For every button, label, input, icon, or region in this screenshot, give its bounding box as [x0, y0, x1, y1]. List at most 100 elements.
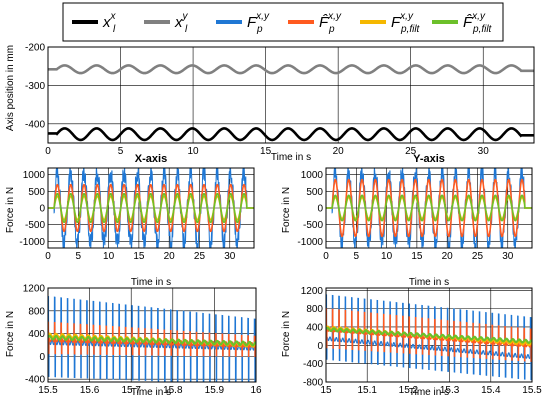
legend-label-sub-2: p: [256, 24, 263, 35]
legend-label-sub-5: p,filt: [472, 24, 493, 35]
legend-label-3: F̂x,y p: [319, 11, 342, 35]
position-frame: [47, 46, 535, 144]
legend-label-main-3: F̂: [319, 14, 329, 31]
y-zoom-ytick-3: 0: [317, 341, 323, 352]
legend-label-2: Fx,y p: [247, 11, 270, 35]
x-zoom-xtick-1: 15.6: [80, 385, 100, 396]
y-axis-ytick-2: 0: [317, 204, 323, 215]
legend-label-sub-4: p,filt: [400, 24, 421, 35]
legend-label-sub-1: l: [185, 24, 188, 35]
position-xtick-2: 10: [188, 146, 200, 157]
y-axis-xtick-0: 0: [323, 251, 329, 262]
legend-items: xx l xy l Fx,y p F̂x,y p Fx,y p,filt F̂x,y p,filt: [72, 11, 493, 35]
y-axis-ytick-1: 500: [306, 187, 323, 198]
position-xtick-0: 0: [45, 146, 51, 157]
y-axis-xtick-4: 20: [442, 251, 454, 262]
x-zoom-line-3: [48, 334, 256, 347]
y-zoom-xtick-0: 15: [320, 385, 332, 396]
x-zoom-line-1: [48, 321, 256, 357]
legend-label-sup-2: x,y: [255, 11, 270, 22]
y-axis-ytick-0: 1000: [301, 170, 324, 181]
y-axis-line-3: [326, 194, 532, 222]
y-zoom-ytick-2: 400: [306, 322, 323, 333]
x-axis-ytick-3: -500: [25, 220, 45, 231]
y-zoom-xtick-2: 15.2: [399, 385, 419, 396]
x-axis-xtick-5: 25: [194, 251, 206, 262]
position-ylabel: Axis position in mm: [5, 45, 16, 131]
position-series: [48, 64, 534, 142]
position-plot-area: [48, 47, 534, 143]
position-xtick-3: 15: [260, 146, 272, 157]
position-ytick-0: -200: [25, 43, 45, 54]
y-zoom-ytick-1: 800: [306, 304, 323, 315]
legend-label-sup-5: x,y: [471, 11, 486, 22]
y-zoom-xtick-3: 15.3: [440, 385, 460, 396]
legend-label-sup-3: x,y: [327, 11, 342, 22]
y-zoom-ytick-4: -400: [303, 359, 323, 370]
legend-label-main-0: x: [102, 14, 111, 31]
y-axis-ylabel: Force in N: [281, 187, 292, 233]
x-zoom-ylabel: Force in N: [5, 311, 16, 357]
y-zoom-line-1: [326, 308, 532, 362]
x-zoom-xtick-3: 15.8: [163, 385, 183, 396]
legend-box: [62, 2, 504, 42]
y-zoom-ytick-5: -800: [303, 378, 323, 389]
x-axis-panel: X-axis Force in N Time in s 0 5 10 15 20 25 30…: [5, 153, 255, 288]
x-zoom-series: [48, 295, 256, 382]
x-axis-xlabel: Time in s: [131, 277, 171, 288]
legend-label-main-1: x: [174, 14, 183, 31]
x-axis-title: X-axis: [135, 153, 167, 165]
legend-label-sub-3: p: [328, 24, 335, 35]
x-zoom-xtick-5: 16: [250, 385, 262, 396]
legend-label-main-5: F̂: [463, 14, 473, 31]
y-axis-xtick-6: 30: [502, 251, 514, 262]
x-axis-xtick-1: 5: [76, 251, 82, 262]
x-axis-line-3: [48, 192, 254, 224]
x-zoom-xtick-4: 15.9: [205, 385, 225, 396]
x-zoom-xtick-0: 15.5: [38, 385, 58, 396]
x-axis-xtick-3: 15: [133, 251, 145, 262]
x-zoom-frame: [47, 287, 257, 383]
y-axis-series: [326, 168, 532, 248]
x-zoom-ytick-4: -400: [25, 375, 45, 386]
legend: xx l xy l Fx,y p F̂x,y p Fx,y p,filt F̂x,y p,filt: [62, 2, 504, 42]
y-zoom-ylabel: Force in N: [281, 311, 292, 357]
x-axis-ytick-2: 0: [39, 204, 45, 215]
legend-label-sup-0: x: [110, 11, 117, 22]
position-xtick-1: 5: [118, 146, 124, 157]
y-axis-xtick-5: 25: [472, 251, 484, 262]
y-zoom-xtick-4: 15.4: [481, 385, 501, 396]
position-ytick-2: -400: [25, 119, 45, 130]
position-xtick-5: 25: [405, 146, 417, 157]
x-axis-xtick-2: 10: [103, 251, 115, 262]
x-axis-xtick-4: 20: [164, 251, 176, 262]
y-zoom-xtick-1: 15.1: [357, 385, 377, 396]
x-zoom-ytick-2: 400: [28, 329, 45, 340]
position-ytick-1: -300: [25, 81, 45, 92]
y-zoom-line-0: [326, 294, 532, 381]
y-axis-xlabel: Time in s: [409, 277, 449, 288]
y-zoom-panel: Force in N Time in s 15 15.1 15.2 15.3 15.4 1…: [281, 286, 542, 398]
position-xlabel: Time in s: [271, 152, 311, 163]
x-axis-ytick-4: -1000: [19, 237, 45, 248]
x-axis-ylabel: Force in N: [5, 187, 16, 233]
y-axis-ytick-3: -500: [303, 220, 323, 231]
legend-label-sub-0: l: [113, 24, 116, 35]
legend-label-0: xx l: [102, 11, 117, 35]
legend-label-sup-1: y: [182, 11, 189, 22]
x-zoom-ytick-1: 800: [28, 306, 45, 317]
x-axis-xtick-6: 30: [224, 251, 236, 262]
y-axis-xtick-1: 5: [354, 251, 360, 262]
legend-label-1: xy l: [174, 11, 189, 35]
y-zoom-xlabel: Time in s: [409, 387, 449, 398]
position-line-0: [48, 127, 534, 142]
y-axis-panel: Y-axis Force in N Time in s 0 5 10 15 20 25 30…: [281, 153, 533, 288]
x-zoom-ytick-3: 0: [39, 352, 45, 363]
x-axis-frame: [47, 167, 255, 249]
y-zoom-line-3: [326, 326, 532, 344]
y-zoom-frame: [325, 287, 533, 383]
x-zoom-panel: Force in N Time in s 15.5 15.6 15.7 15.8 15.…: [5, 284, 262, 399]
x-axis-series: [48, 168, 254, 248]
legend-label-main-4: F: [391, 14, 401, 31]
legend-label-main-2: F: [247, 14, 257, 31]
